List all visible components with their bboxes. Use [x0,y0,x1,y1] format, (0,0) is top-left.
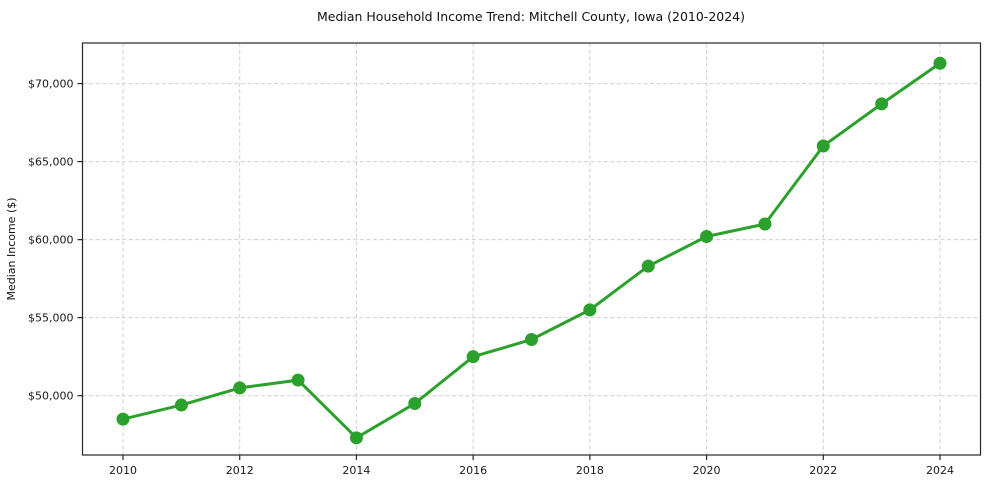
x-tick-label: 2018 [576,464,604,477]
data-point-2019 [641,259,655,273]
data-point-2011 [174,398,188,412]
x-tick-label: 2010 [109,464,137,477]
data-point-2024 [933,56,947,70]
axes-frame [81,42,982,456]
chart-title: Median Household Income Trend: Mitchell … [317,9,745,24]
income-trend-line [121,61,942,440]
y-tick-label: $50,000 [28,390,74,403]
x-tick-label: 2022 [809,464,837,477]
x-tick-label: 2020 [693,464,721,477]
y-tick-label: $60,000 [28,234,74,247]
data-point-2020 [700,230,714,244]
x-tick-label: 2024 [926,464,954,477]
y-tick-label: $55,000 [28,312,74,325]
data-point-2023 [875,97,889,111]
data-point-2017 [525,333,538,347]
data-point-2018 [583,303,597,317]
data-point-2013 [291,373,305,387]
y-tick-label: $70,000 [28,78,74,91]
data-point-2012 [233,381,247,395]
y-axis-label: Median Income ($) [5,197,18,300]
data-point-2016 [466,350,480,364]
data-point-2022 [816,139,830,153]
axis-ticks: 2010 2012 2014 2016 2018 2020 2022 2024 $50,000 $… [28,78,954,477]
data-point-2014 [349,431,363,445]
data-point-2010 [116,412,130,426]
data-points [116,56,947,445]
plot-render-layer: 2010 2012 2014 2016 2018 2020 2022 2024 $50,000 $… [28,42,982,477]
gridlines [82,43,981,455]
y-tick-label: $65,000 [28,156,74,169]
x-tick-label: 2016 [459,464,487,477]
data-point-2021 [758,217,772,231]
x-tick-label: 2012 [226,464,254,477]
x-tick-label: 2014 [342,464,370,477]
data-point-2015 [408,397,422,410]
